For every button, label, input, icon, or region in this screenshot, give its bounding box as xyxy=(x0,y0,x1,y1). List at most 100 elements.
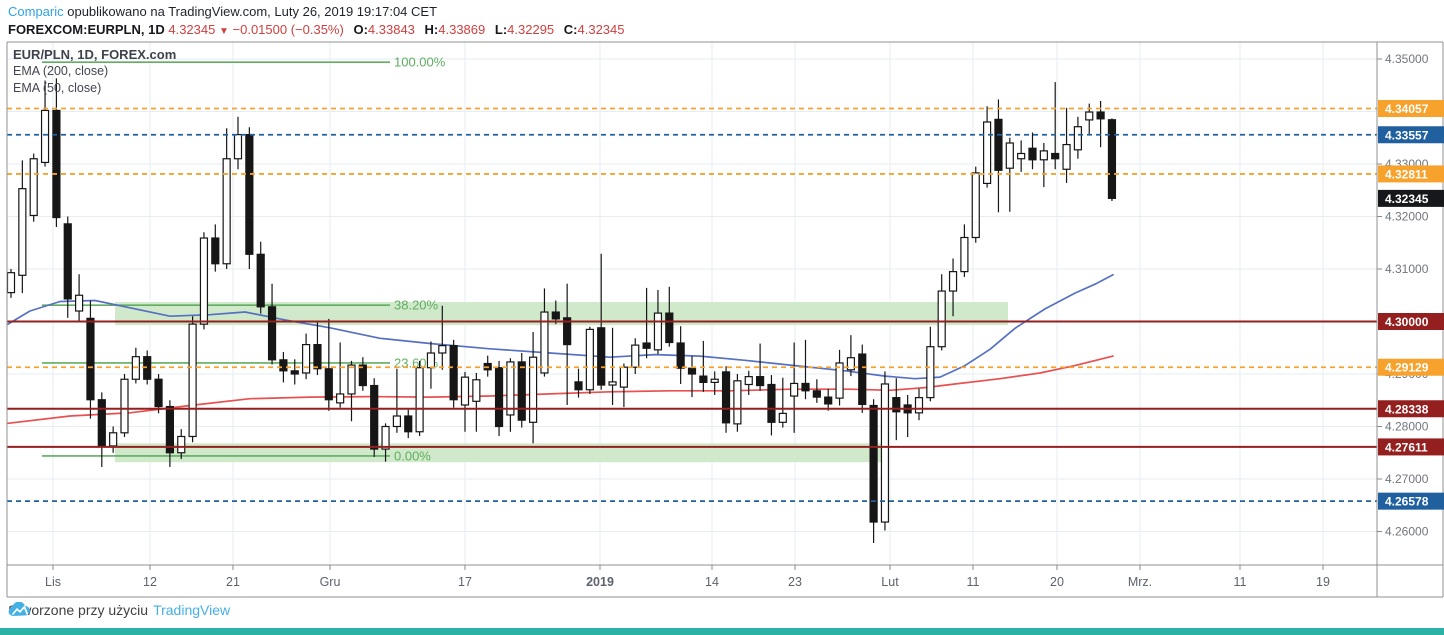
price-axis-label: 4.27000 xyxy=(1385,472,1429,486)
candle xyxy=(336,393,345,404)
candle xyxy=(608,381,617,386)
candle xyxy=(290,370,299,375)
candle xyxy=(710,378,719,383)
symbol-title: FOREXCOM:EURPLN, 1D xyxy=(8,22,165,37)
candle xyxy=(790,382,799,397)
fib-label: 38.20% xyxy=(394,298,439,313)
candle xyxy=(1017,152,1026,160)
time-axis-label: 21 xyxy=(226,575,240,589)
candle xyxy=(1051,152,1060,160)
low-value: 4.32295 xyxy=(507,22,555,37)
candle xyxy=(188,323,197,438)
candle xyxy=(653,312,663,351)
published-text: opublikowano na TradingView.com, Luty 26… xyxy=(63,4,438,19)
price-badge xyxy=(1378,189,1444,207)
candle xyxy=(1005,142,1014,169)
price-badge xyxy=(1378,358,1444,376)
candle xyxy=(154,378,163,408)
candle xyxy=(563,317,572,346)
time-axis-label: Gru xyxy=(320,575,341,589)
candle xyxy=(120,378,129,434)
legend-ema-200[interactable]: EMA (200, close) xyxy=(13,64,109,78)
candle xyxy=(6,272,16,294)
candle xyxy=(880,383,890,523)
legend-symbol-title[interactable]: EUR/PLN, 1D, FOREX.com xyxy=(13,47,177,62)
author-link[interactable]: Comparic xyxy=(8,4,64,19)
candle xyxy=(86,317,95,401)
candle xyxy=(676,342,685,369)
candle xyxy=(40,109,50,164)
candle xyxy=(52,109,61,219)
candle xyxy=(324,368,333,401)
price-badge-label: 4.34057 xyxy=(1385,102,1429,116)
ema-200-line xyxy=(7,355,1114,425)
candle xyxy=(18,188,27,276)
price-axis-label: 4.31000 xyxy=(1385,262,1429,276)
candle xyxy=(1062,143,1071,170)
price-badge xyxy=(1378,126,1444,144)
tradingview-link[interactable]: TradingView xyxy=(153,602,231,618)
high-value: 4.33869 xyxy=(438,22,486,37)
fib-label: 0.00% xyxy=(394,448,431,463)
candle xyxy=(585,328,594,391)
candle xyxy=(165,405,174,454)
candle xyxy=(302,344,311,374)
time-axis-label: 20 xyxy=(1050,575,1064,589)
time-axis-label: Lut xyxy=(881,575,899,589)
candle xyxy=(494,367,504,428)
candle xyxy=(392,415,401,428)
time-axis-label: 23 xyxy=(788,575,802,589)
symbol-ohlc-row: FOREXCOM:EURPLN, 1D 4.32345 ▼ −0.01500 (… xyxy=(8,21,625,40)
price-axis-label: 4.32000 xyxy=(1385,210,1429,224)
price-badge xyxy=(1378,492,1444,510)
price-badge-label: 4.32345 xyxy=(1385,192,1429,206)
candle xyxy=(1096,111,1105,120)
candle xyxy=(1107,119,1117,199)
candle xyxy=(245,134,254,255)
legend-ema-50[interactable]: EMA (50, close) xyxy=(13,81,102,95)
close-value: 4.32345 xyxy=(577,22,625,37)
candle xyxy=(846,357,856,371)
candle xyxy=(733,380,742,425)
price-badge xyxy=(1378,165,1444,183)
chart-legend: EUR/PLN, 1D, FOREX.com EMA (200, close) … xyxy=(13,46,176,97)
candle xyxy=(892,397,901,413)
candle xyxy=(665,312,674,344)
price-badge xyxy=(1378,400,1444,418)
open-label: O: xyxy=(353,22,368,37)
candle xyxy=(1073,126,1083,151)
candle xyxy=(960,236,969,273)
candle xyxy=(449,345,458,401)
candle xyxy=(1085,111,1094,121)
price-badge xyxy=(1378,100,1444,118)
candle xyxy=(994,118,1003,171)
fib-label: 100.00% xyxy=(394,55,446,70)
branding-text: Stworzone przy użyciu xyxy=(8,602,149,618)
candle xyxy=(687,367,697,375)
candle xyxy=(381,425,390,450)
candle xyxy=(551,311,560,320)
candle xyxy=(778,412,787,423)
candle xyxy=(313,344,322,370)
price-change: −0.01500 (−0.35%) xyxy=(232,22,344,37)
candle xyxy=(517,361,526,421)
candle xyxy=(631,344,640,368)
highlight-band xyxy=(115,443,883,463)
candle xyxy=(858,353,867,406)
price-badge-label: 4.29129 xyxy=(1385,361,1429,375)
candle xyxy=(109,432,118,447)
candle xyxy=(721,371,731,424)
candle xyxy=(767,383,776,423)
publish-info-row: Comparic opublikowano na TradingView.com… xyxy=(8,4,625,20)
candle xyxy=(835,362,844,399)
time-axis-label: 11 xyxy=(1234,575,1247,589)
candle xyxy=(926,346,935,399)
candle xyxy=(370,384,379,450)
candle xyxy=(937,290,946,348)
candle xyxy=(744,376,753,386)
candle xyxy=(97,399,106,447)
price-badge-label: 4.33557 xyxy=(1385,128,1429,142)
low-label: L: xyxy=(494,22,508,37)
